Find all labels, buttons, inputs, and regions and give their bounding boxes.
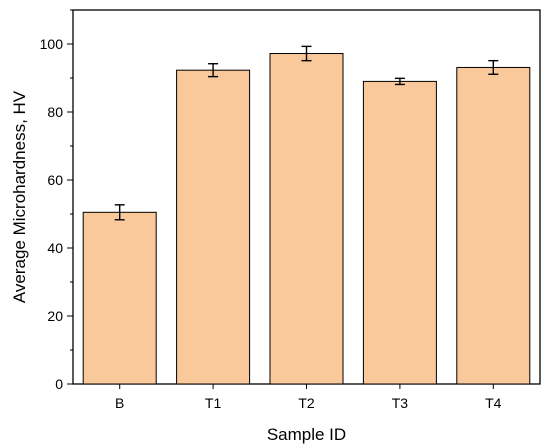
bar-T3 bbox=[362, 80, 437, 385]
y-axis: 0 20 40 60 80 100 bbox=[40, 9, 73, 392]
y-tick-label: 80 bbox=[47, 104, 63, 120]
error-bar-T3 bbox=[394, 77, 405, 86]
x-tick-label: T4 bbox=[485, 395, 502, 411]
error-bar-T4 bbox=[488, 59, 499, 75]
x-axis-title: Sample ID bbox=[267, 425, 346, 444]
bar-T2 bbox=[269, 53, 344, 385]
x-tick-label: T2 bbox=[298, 395, 315, 411]
x-tick-label: T1 bbox=[205, 395, 222, 411]
x-axis: B T1 T2 T3 T4 bbox=[115, 384, 502, 411]
y-tick-label: 100 bbox=[40, 36, 64, 52]
bar-B bbox=[82, 211, 157, 385]
x-tick-label: T3 bbox=[392, 395, 409, 411]
error-bar-T2 bbox=[301, 45, 312, 62]
y-axis-title: Average Microhardness, HV bbox=[10, 90, 29, 303]
bar-T1 bbox=[176, 69, 251, 385]
error-bar-B bbox=[114, 204, 125, 221]
bar-T4 bbox=[456, 66, 531, 385]
error-bar-T1 bbox=[208, 63, 219, 78]
error-bars bbox=[114, 45, 499, 221]
y-tick-label: 0 bbox=[55, 376, 63, 392]
x-tick-label: B bbox=[115, 395, 124, 411]
y-tick-label: 60 bbox=[47, 172, 63, 188]
bar-series bbox=[82, 53, 531, 385]
y-tick-label: 40 bbox=[47, 240, 63, 256]
y-tick-label: 20 bbox=[47, 308, 63, 324]
